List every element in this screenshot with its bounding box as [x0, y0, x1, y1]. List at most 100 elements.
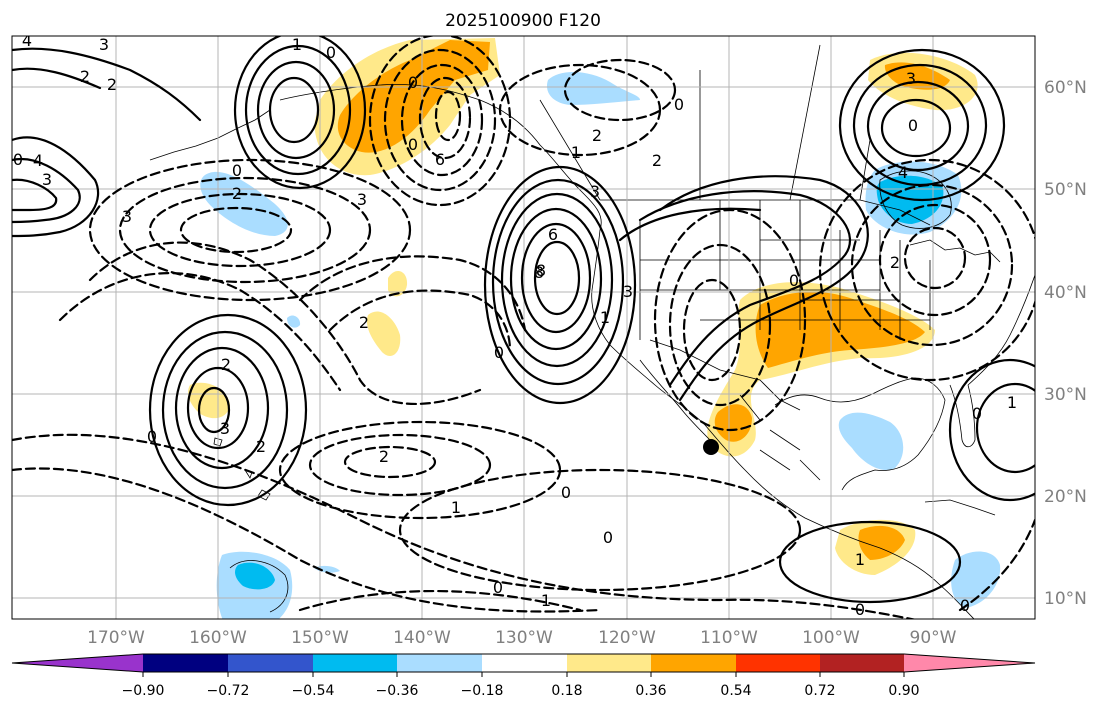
- contour-alaska-low-2: [383, 48, 497, 192]
- contour-carib-low: [958, 518, 1035, 612]
- contour-plains-low-2: [668, 243, 772, 407]
- contour-label: 8: [534, 263, 544, 282]
- lat-label-60n: 60°N: [1044, 78, 1087, 98]
- contour-label: 3: [623, 282, 633, 301]
- anomaly-yellow-pacific-b: [388, 270, 408, 297]
- contour-canada-high-4: [880, 98, 952, 158]
- contour-rockies-ridge-3: [618, 207, 762, 242]
- colorbar-segment: [820, 654, 904, 672]
- contour-west-edge-high-3: [12, 178, 58, 212]
- contour-plains-low-3: [682, 278, 742, 382]
- contour-label: 0: [13, 150, 23, 169]
- coast-hudson-bay: [879, 170, 952, 229]
- colorbar-tick-label: −0.18: [461, 683, 504, 699]
- positive-contours: [12, 36, 1035, 604]
- contour-west-coast-high-5: [520, 222, 592, 334]
- contour-west-coast-high-6: [533, 240, 581, 316]
- lon-label-130w: 130°W: [495, 628, 553, 648]
- anomaly-blue-pacific-north: [200, 171, 288, 236]
- contour-west-edge-high-1: [12, 136, 100, 238]
- contour-hawaii-high-2: [161, 330, 289, 490]
- contour-west-coast-high-1: [483, 165, 637, 405]
- border-us-mexico: [649, 339, 801, 411]
- contour-label: 1: [571, 143, 581, 162]
- lon-label-140w: 140°W: [393, 628, 451, 648]
- contour-nepac-low-1: [88, 158, 412, 302]
- colorbar-tick-label: 0.36: [635, 683, 666, 699]
- coast-baja: [639, 359, 713, 443]
- contour-label: 3: [357, 190, 367, 209]
- contour-gulfak-low-2: [563, 58, 677, 122]
- contour-label: 4: [898, 163, 908, 182]
- contour-bering-high-1: [233, 36, 367, 190]
- contour-label: 1: [292, 35, 302, 54]
- contour-label: 2: [107, 75, 117, 94]
- anomaly-orange-canada-east: [884, 62, 950, 90]
- contour-label: 3: [590, 182, 600, 201]
- contour-label: 1: [1007, 393, 1017, 412]
- contour-hawaii-high-1: [148, 313, 308, 507]
- colorbar-tick-label: 0.54: [720, 683, 751, 699]
- lat-label-50n: 50°N: [1044, 180, 1087, 200]
- contour-top-left: [12, 47, 202, 122]
- contour-label: 3: [99, 35, 109, 54]
- coast-alaska: [279, 84, 602, 231]
- contour-label: 2: [652, 151, 662, 170]
- contour-subtrop-low-east: [398, 468, 802, 592]
- contour-label: 0: [232, 161, 242, 180]
- contour-west-coast-high-3: [500, 192, 614, 368]
- contour-label: 2: [379, 447, 389, 466]
- lon-label-90w: 90°W: [910, 628, 957, 648]
- contour-caribbean-high-2: [975, 382, 1035, 474]
- colorbar-segment: [567, 654, 651, 672]
- contour-label: 0: [408, 73, 418, 92]
- contour-label: 0: [147, 427, 157, 446]
- coast-east-us: [967, 274, 1035, 386]
- colorbar-tick-label: −0.54: [292, 683, 335, 699]
- contours: [12, 36, 1035, 619]
- contour-label: 8: [536, 261, 546, 280]
- coast-gulf-mexico: [774, 377, 946, 491]
- contour-label: 4: [22, 31, 32, 50]
- contour-label: 3: [42, 170, 52, 189]
- contour-lakes-low-4: [903, 226, 967, 290]
- contour-label: 0: [561, 483, 571, 502]
- contour-label: 0: [408, 135, 418, 154]
- contour-plains-low-1: [653, 208, 807, 432]
- contour-lakes-low-1: [818, 158, 1035, 382]
- contour-west-coast-high-4: [509, 207, 603, 351]
- lon-label-150w: 150°W: [291, 628, 349, 648]
- coast-florida: [949, 384, 976, 448]
- lon-label-170w: 170°W: [87, 628, 145, 648]
- contour-lakes-low-3: [878, 203, 992, 317]
- colorbar-segment: [482, 654, 567, 672]
- contour-central-low-2: [328, 289, 512, 352]
- colorbar-segment: [651, 654, 736, 672]
- contour-label: 1: [855, 550, 865, 569]
- colorbar-tick-label: −0.36: [376, 683, 419, 699]
- contour-nepac-low-2: [118, 176, 372, 284]
- contour-hawaii-high-4: [186, 366, 250, 450]
- contour-label: 0: [674, 95, 684, 114]
- contour-west-edge-high-2: [12, 157, 81, 224]
- anomaly-blue-small-pacific: [287, 315, 301, 328]
- shaded-fields: [188, 38, 1001, 619]
- contour-alaska-low-3: [400, 63, 484, 177]
- contour-labels: 4 3 2 2 1 0 0 3 0 3 4 6 3 8 0 2 2 1 2 0 …: [13, 31, 1017, 619]
- contour-label: 1: [600, 308, 610, 327]
- contour-label: 0: [326, 43, 336, 62]
- contour-nepac-low-4: [179, 206, 293, 254]
- colorbar-extend-low: [12, 654, 143, 672]
- contour-top-left-2: [12, 67, 102, 90]
- contour-bering-high-4: [268, 76, 320, 144]
- longitude-axis: 170°W 160°W 150°W 140°W 130°W 120°W 110°…: [87, 628, 957, 648]
- anomaly-cyan-pacific-south: [235, 562, 275, 590]
- contour-centam-high: [778, 520, 962, 604]
- contour-south-1: [12, 433, 917, 619]
- contour-bering-high-2: [244, 44, 352, 176]
- contour-label: 6: [435, 150, 445, 169]
- negative-contours: [12, 36, 1035, 619]
- colorbar-ticks: [142, 672, 905, 677]
- colorbar-segment: [313, 654, 397, 672]
